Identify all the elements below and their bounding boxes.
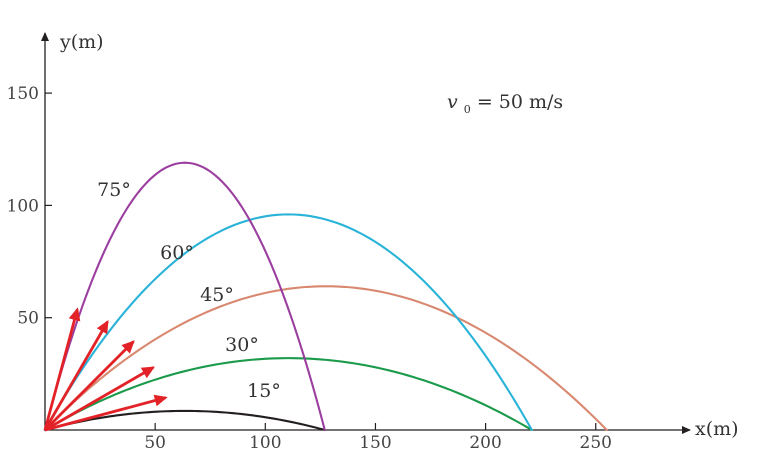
velocity-arrow-30-deg	[44, 366, 155, 432]
series-label-60-deg: 60°	[160, 242, 194, 264]
speed-value: = 50 m/s	[477, 91, 563, 113]
trajectory-curves	[43, 161, 608, 432]
trajectory-45-deg	[43, 285, 608, 432]
series-label-30-deg: 30°	[225, 334, 259, 356]
speed-subscript: 0	[464, 103, 471, 116]
y-tick-label: 150	[7, 84, 39, 104]
series-label-15-deg: 15°	[247, 380, 281, 402]
x-tick-label: 150	[359, 433, 391, 453]
x-tick-label: 100	[249, 433, 281, 453]
velocity-arrow-15-deg	[44, 394, 168, 432]
trajectory-15-deg	[43, 409, 326, 432]
trajectory-30-deg	[43, 357, 533, 432]
x-axis-label: x(m)	[695, 418, 739, 440]
initial-speed-annotation: v 0 = 50 m/s	[447, 91, 563, 118]
x-ticks: 50 100 150 200 250	[144, 423, 612, 453]
velocity-arrow-60-deg	[43, 320, 109, 431]
y-tick-label: 100	[7, 196, 39, 216]
series-label-45-deg: 45°	[200, 284, 234, 306]
trajectory-75-deg	[43, 161, 326, 432]
x-tick-label: 200	[469, 433, 501, 453]
y-ticks: 50 100 150	[7, 84, 52, 329]
speed-symbol: v	[447, 91, 458, 113]
velocity-arrow-75-deg	[43, 307, 81, 431]
series-label-75-deg: 75°	[97, 179, 131, 201]
velocity-arrows	[43, 307, 168, 432]
trajectory-60-deg	[43, 213, 533, 432]
y-axis-label: y(m)	[59, 31, 104, 53]
x-tick-label: 250	[580, 433, 612, 453]
velocity-arrow-45-deg	[44, 340, 135, 431]
y-tick-label: 50	[17, 309, 39, 329]
x-tick-label: 50	[144, 433, 166, 453]
series-labels: 15° 30° 45° 60° 75°	[97, 179, 281, 402]
axes	[41, 32, 691, 434]
